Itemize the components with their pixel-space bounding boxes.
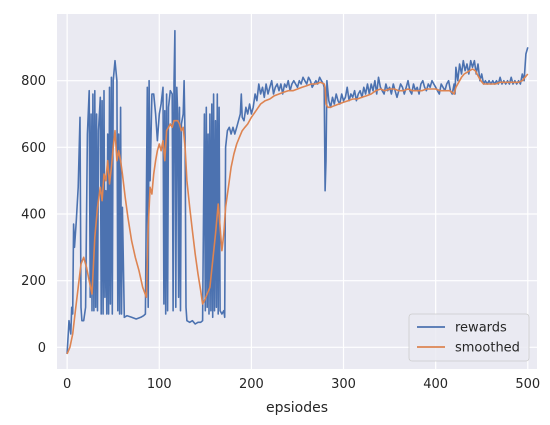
y-tick-label: 0: [38, 341, 46, 356]
legend-label-rewards: rewards: [455, 321, 507, 336]
x-tick-label: 200: [239, 377, 264, 392]
y-axis-ticks: 0 200 400 600 800: [21, 74, 46, 356]
x-tick-label: 400: [423, 377, 448, 392]
x-axis-title: epsiodes: [266, 400, 328, 416]
legend: rewards smoothed: [408, 313, 530, 362]
x-tick-label: 500: [515, 377, 540, 392]
legend-box: [408, 313, 530, 362]
y-tick-label: 200: [21, 274, 46, 289]
x-axis-ticks: 0 100 200 300 400 500: [63, 377, 540, 392]
series-line-rewards: [66, 29, 529, 355]
y-tick-label: 400: [21, 208, 46, 223]
series-layer: [66, 29, 529, 355]
x-tick-label: 300: [331, 377, 356, 392]
legend-label-smoothed: smoothed: [455, 341, 520, 356]
y-tick-label: 600: [21, 141, 46, 156]
series-line-smoothed: [66, 68, 529, 355]
grid: [57, 14, 537, 369]
x-tick-label: 100: [147, 377, 172, 392]
y-tick-label: 800: [21, 74, 46, 89]
x-tick-label: 0: [63, 377, 71, 392]
